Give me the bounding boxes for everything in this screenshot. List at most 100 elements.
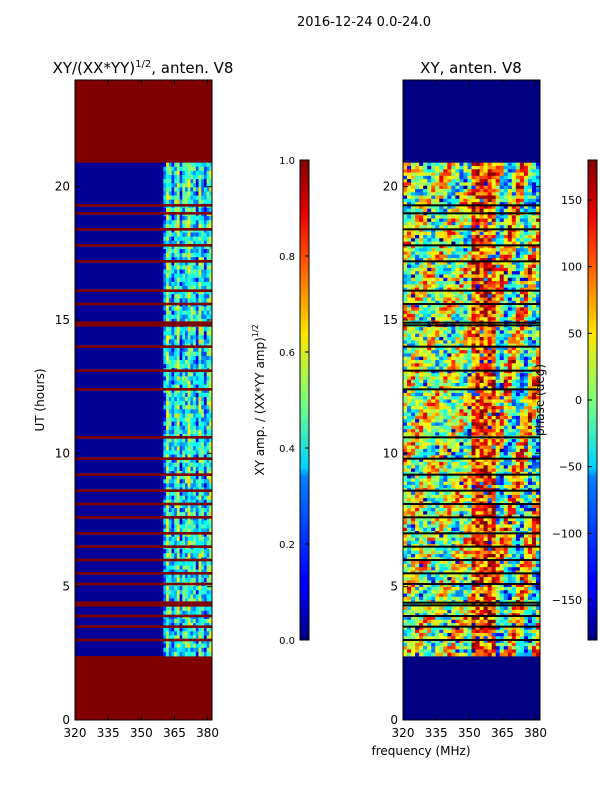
amplitude-cell	[203, 606, 207, 612]
amplitude-cell	[209, 401, 212, 406]
amplitude-cell	[182, 462, 186, 468]
phase-cell	[427, 215, 432, 219]
amplitude-cell	[206, 401, 210, 406]
amplitude-cell	[174, 257, 178, 262]
amplitude-cell	[193, 360, 197, 365]
amplitude-cell	[168, 417, 172, 423]
amplitude-cell	[184, 619, 189, 624]
amplitude-cell	[168, 446, 172, 451]
phase-cell	[451, 231, 456, 236]
phase-cell	[487, 317, 493, 321]
amplitude-cell	[184, 549, 189, 554]
phase-cell	[503, 369, 509, 374]
amplitude-cell	[163, 651, 167, 657]
phase-cell	[527, 307, 533, 312]
phase-cell	[519, 297, 525, 302]
phase-cell	[495, 310, 501, 315]
phase-cell	[455, 261, 460, 266]
phase-cell	[459, 307, 464, 312]
phase-cell	[515, 225, 521, 229]
phase-cell	[431, 307, 436, 312]
phase-cell	[431, 310, 436, 315]
phase-cell	[487, 310, 493, 315]
amplitude-cell	[198, 364, 202, 369]
phase-cell	[487, 366, 493, 371]
phase-cell	[423, 258, 428, 262]
phase-cell	[415, 304, 420, 308]
phase-cell	[463, 258, 468, 262]
phase-cell	[499, 412, 505, 417]
amplitude-cell	[171, 244, 175, 250]
phase-cell	[423, 350, 428, 354]
phase-cell	[439, 350, 444, 354]
phase-cell	[407, 360, 412, 364]
amplitude-cell	[171, 401, 175, 406]
amplitude-cell	[166, 549, 170, 554]
phase-cell	[507, 356, 513, 361]
flagged-time-row	[75, 572, 212, 575]
phase-cell	[435, 179, 440, 183]
phase-cell	[499, 419, 505, 423]
phase-cell	[439, 330, 444, 335]
amplitude-cell	[179, 380, 183, 386]
phase-cell	[439, 244, 444, 249]
amplitude-cell	[187, 314, 191, 320]
phase-cell	[447, 340, 452, 344]
phase-cell	[487, 284, 493, 289]
phase-cell	[447, 330, 452, 335]
phase-cell	[499, 208, 505, 213]
phase-cell	[511, 241, 517, 246]
phase-cell	[411, 162, 416, 167]
phase-cell	[483, 310, 489, 315]
phase-cell	[431, 366, 436, 371]
phase-cell	[523, 281, 529, 285]
amplitude-cell	[179, 405, 183, 410]
amplitude-cell	[176, 565, 180, 571]
phase-cell	[491, 392, 497, 397]
amplitude-cell	[168, 244, 172, 250]
amplitude-cell	[193, 421, 197, 427]
phase-cell	[459, 267, 464, 272]
phase-cell	[423, 304, 428, 308]
phase-cell	[419, 192, 424, 196]
phase-cell	[415, 386, 420, 390]
phase-cell	[523, 185, 529, 190]
amplitude-cell	[206, 429, 210, 435]
phase-cell	[447, 169, 452, 173]
amplitude-cell	[163, 598, 167, 603]
amplitude-cell	[190, 462, 194, 468]
phase-cell	[419, 422, 424, 427]
amplitude-cell	[166, 561, 170, 566]
amplitude-cell	[179, 244, 183, 250]
amplitude-cell	[168, 397, 172, 402]
phase-cell	[455, 254, 460, 259]
phase-cell	[471, 248, 476, 252]
phase-cell	[507, 218, 513, 223]
amplitude-cell	[166, 380, 170, 386]
amplitude-cell	[198, 220, 202, 225]
phase-cell	[427, 369, 432, 374]
phase-cell	[535, 281, 540, 285]
flagged-time-row	[75, 545, 212, 548]
amplitude-cell	[174, 586, 178, 591]
amplitude-cell	[190, 339, 194, 344]
phase-cell	[515, 383, 521, 387]
phase-cell	[451, 251, 456, 256]
amplitude-cell	[203, 594, 207, 599]
phase-cell	[415, 353, 420, 358]
amplitude-cell	[171, 207, 175, 213]
amplitude-cell	[179, 450, 183, 455]
phase-cell	[443, 281, 448, 285]
amplitude-cell	[182, 240, 186, 246]
phase-cell	[423, 409, 428, 414]
amplitude-cell	[195, 508, 199, 513]
amplitude-cell	[187, 446, 191, 451]
phase-cell	[531, 182, 537, 187]
amplitude-cell	[193, 524, 197, 529]
phase-cell	[439, 179, 444, 183]
phase-cell	[427, 248, 432, 252]
phase-cell	[427, 317, 432, 321]
amplitude-cell	[166, 643, 170, 649]
phase-cell	[471, 261, 476, 266]
